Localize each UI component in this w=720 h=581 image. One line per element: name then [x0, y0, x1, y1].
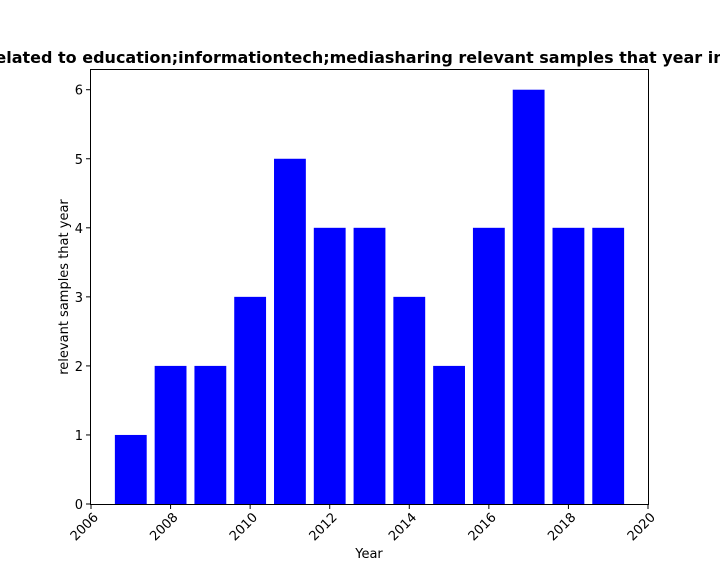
bar-2019 [592, 227, 625, 505]
plot-frame [90, 69, 649, 505]
bar-2013 [353, 227, 386, 505]
x-tick-label: 2012 [307, 510, 341, 544]
y-tick-label: 0 [75, 498, 83, 513]
y-axis-ticks: 0 1 2 3 4 5 6 [75, 84, 91, 513]
bar-2016 [472, 227, 505, 505]
y-tick-label: 6 [75, 84, 83, 99]
y-axis-label: relevant samples that year [57, 199, 72, 375]
bar-2015 [433, 365, 465, 504]
x-tick-label: 2008 [147, 510, 181, 544]
y-tick-label: 4 [75, 222, 83, 237]
bar-2017 [512, 89, 545, 504]
bar-2018 [552, 227, 585, 505]
bar-2012 [313, 227, 346, 505]
bars-group [114, 89, 625, 505]
y-tick-label: 5 [75, 153, 83, 168]
bar-2014 [393, 296, 426, 504]
x-tick-label: 2018 [545, 510, 579, 544]
chart-title: elated to education;informationtech;medi… [0, 48, 720, 67]
bar-2010 [234, 296, 267, 504]
x-tick-label: 2016 [466, 510, 500, 544]
x-tick-label: 2014 [386, 510, 420, 544]
x-tick-label: 2010 [227, 510, 261, 544]
x-tick-label: 2006 [68, 510, 102, 544]
y-tick-label: 3 [75, 291, 83, 306]
y-tick-label: 1 [75, 429, 83, 444]
bar-2007 [114, 434, 147, 504]
x-tick-label: 2020 [625, 510, 659, 544]
bar-2009 [194, 365, 227, 504]
bar-2008 [154, 365, 187, 504]
bar-2011 [274, 158, 306, 504]
x-axis-ticks: 2006 2008 2010 2012 2014 2016 2018 2020 [68, 504, 659, 544]
y-tick-label: 2 [75, 360, 83, 375]
x-axis-label: Year [354, 547, 383, 562]
